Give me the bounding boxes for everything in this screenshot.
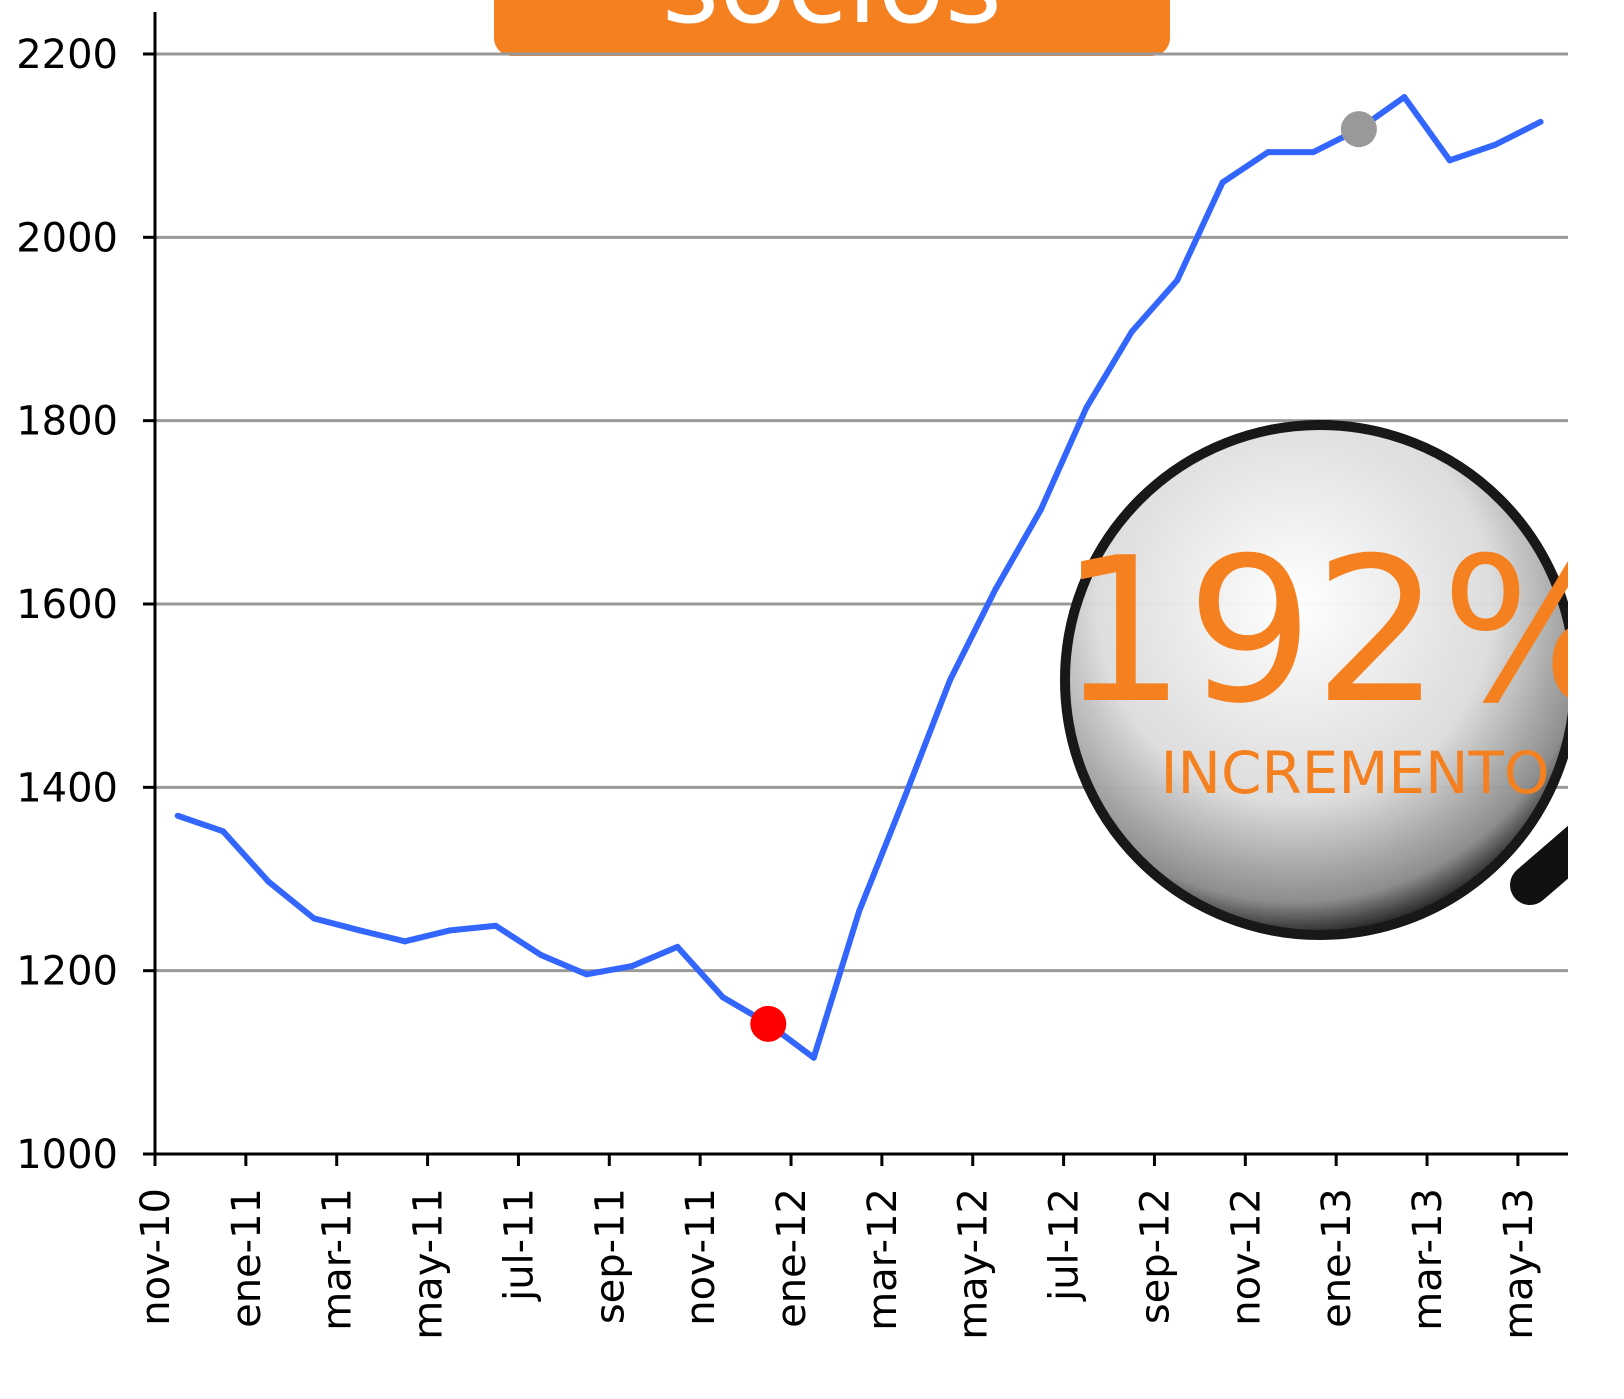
x-tick-label: nov-12: [1223, 1188, 1269, 1326]
y-tick-label: 1400: [16, 765, 118, 811]
point: [719, 994, 726, 1001]
y-tick-label: 1800: [16, 399, 118, 445]
point: [492, 922, 499, 929]
x-tick-label: nov-11: [678, 1188, 724, 1326]
point: [1174, 277, 1181, 284]
point: [856, 908, 863, 915]
point: [1219, 179, 1226, 186]
x-tick-label: sep-11: [587, 1188, 633, 1324]
point: [1083, 404, 1090, 411]
x-tick-label: mar-12: [860, 1188, 906, 1331]
point: [447, 927, 454, 934]
title-box: [494, 0, 1170, 56]
x-tick-label: nov-10: [133, 1188, 179, 1326]
y-tick-label: 1600: [16, 582, 118, 628]
point: [311, 915, 318, 922]
point: [1037, 506, 1044, 513]
point: [901, 794, 908, 801]
x-tick-label: ene-13: [1314, 1188, 1360, 1328]
point: [356, 927, 363, 934]
point: [1537, 118, 1544, 125]
y-tick-label: 2000: [16, 215, 118, 261]
point: [538, 952, 545, 959]
point: [1265, 149, 1272, 156]
y-tick-label: 1200: [16, 949, 118, 995]
point: [401, 938, 408, 945]
point: [674, 943, 681, 950]
magnifier: 192% INCREMENTO: [1059, 420, 1624, 940]
point: [1492, 141, 1499, 148]
point: [629, 963, 636, 970]
y-tick-label: 1000: [16, 1132, 118, 1178]
annotation-label: INCREMENTO: [1160, 739, 1549, 807]
x-tick-label: mar-11: [315, 1188, 361, 1331]
point: [992, 586, 999, 593]
x-tick-label: jul-11: [496, 1188, 542, 1302]
point: [1446, 157, 1453, 164]
x-tick-label: ene-11: [224, 1188, 270, 1328]
point: [1401, 94, 1408, 101]
x-tick-label: mar-13: [1405, 1188, 1451, 1331]
y-tick-label: 2200: [16, 32, 118, 78]
point: [1310, 149, 1317, 156]
x-tick-label: jul-12: [1042, 1188, 1088, 1302]
x-tick-label: ene-12: [769, 1188, 815, 1328]
point: [810, 1054, 817, 1061]
chart-title: socios: [662, 0, 1002, 48]
point: [220, 828, 227, 835]
point: [583, 971, 590, 978]
x-tick-label: sep-12: [1132, 1188, 1178, 1324]
point: [1128, 328, 1135, 335]
point: [947, 677, 954, 684]
highlight-point: [1340, 111, 1377, 148]
x-tick-label: may-12: [951, 1188, 997, 1340]
x-tick-label: may-11: [406, 1188, 452, 1340]
point: [174, 812, 181, 819]
x-tick-label: may-13: [1496, 1188, 1542, 1340]
point: [265, 878, 272, 885]
annotation-value: 192%: [1059, 515, 1624, 748]
highlight-point: [750, 1005, 787, 1042]
